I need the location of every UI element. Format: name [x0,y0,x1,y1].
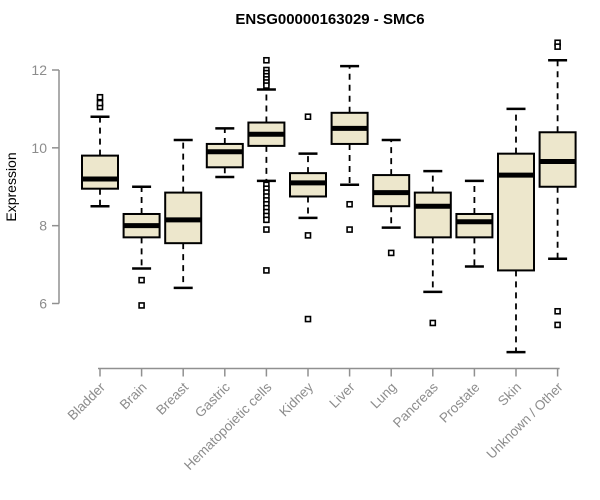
x-tick-label: Unknown / Other [483,379,566,462]
outlier-point [554,43,561,50]
box-rect [413,191,452,239]
x-tick-label: Kidney [276,379,316,419]
x-tick-label: Brain [117,380,150,413]
x-tick-label: Breast [153,379,191,417]
y-tick-label: 8 [39,218,47,234]
box-rect [205,142,244,169]
x-tick-label: Pancreas [390,379,441,430]
outlier-point [346,226,353,233]
x-tick-label: Liver [326,379,358,411]
outlier-point [263,82,270,89]
outlier-point [263,226,270,233]
box-rect [81,154,119,190]
outlier-point [263,56,270,64]
outlier-point [304,315,312,323]
outlier-point [554,321,561,329]
box-rect [455,212,494,239]
y-axis-title: Expression [3,152,19,221]
y-tick-label: 6 [39,296,47,312]
x-tick-label: Lung [367,380,399,412]
outlier-point [429,319,437,327]
outlier-point [304,232,312,239]
x-tick-label: Bladder [65,379,109,423]
outlier-point [138,302,145,309]
outlier-point [263,267,270,274]
y-tick-label: 12 [31,62,47,78]
outlier-point [304,113,312,120]
outlier-point [96,93,104,101]
outlier-point [96,99,104,107]
x-tick-label: Prostate [436,380,482,426]
chart-title: ENSG00000163029 - SMC6 [235,11,424,28]
x-tick-label: Gastric [192,379,233,420]
outlier-point [138,276,145,284]
box-rect [497,152,535,272]
y-tick-label: 10 [31,140,47,156]
x-tick-label: Skin [495,380,524,409]
outlier-point [346,200,353,208]
outlier-point [263,216,270,224]
outlier-point [554,307,561,315]
outlier-point [387,249,395,257]
